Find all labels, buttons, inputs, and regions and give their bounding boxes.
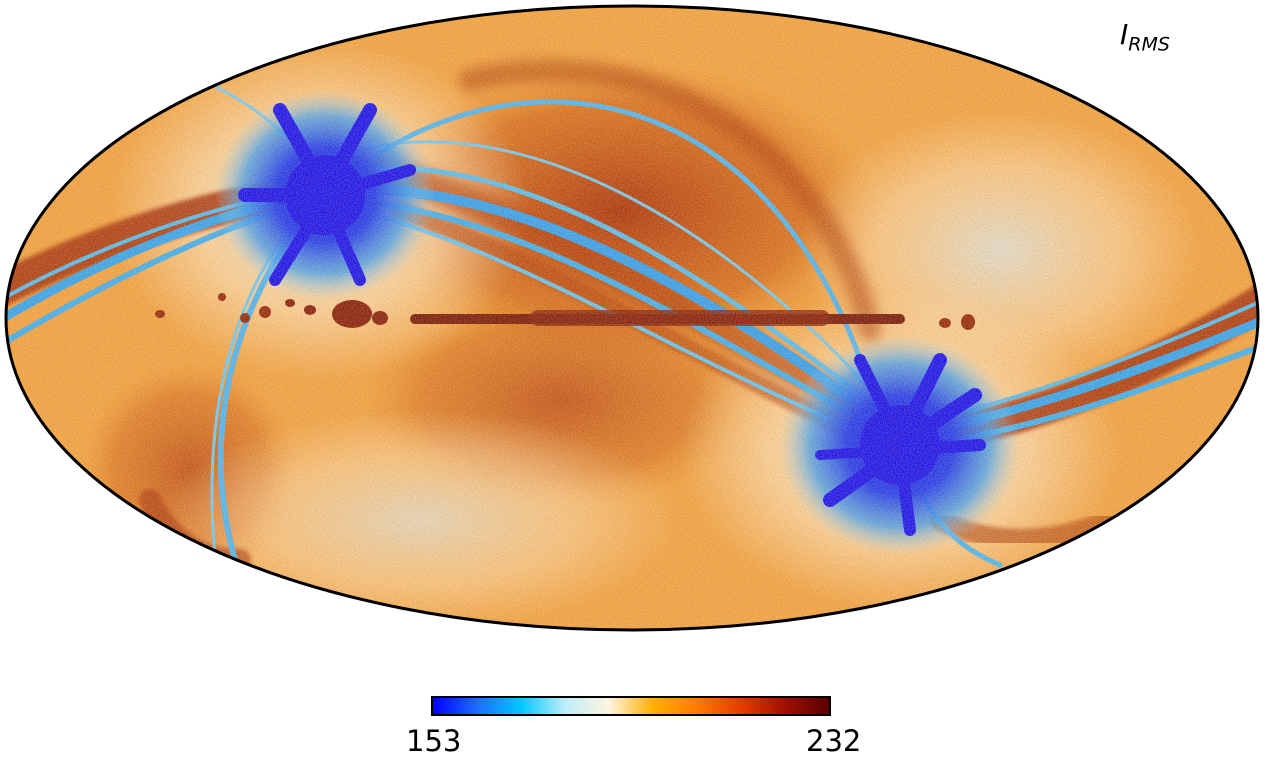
colorbar-max-label: 232 bbox=[806, 724, 862, 758]
map-content bbox=[6, 6, 1258, 630]
map-title-label: IRMS bbox=[1120, 18, 1170, 56]
colorbar-min-label: 153 bbox=[406, 724, 462, 758]
colorbar bbox=[431, 696, 831, 716]
noise-dark bbox=[6, 6, 1258, 630]
map-boundary bbox=[4, 4, 1260, 632]
map-title-main: I bbox=[1120, 18, 1129, 51]
map-title-subscript: RMS bbox=[1128, 33, 1170, 56]
